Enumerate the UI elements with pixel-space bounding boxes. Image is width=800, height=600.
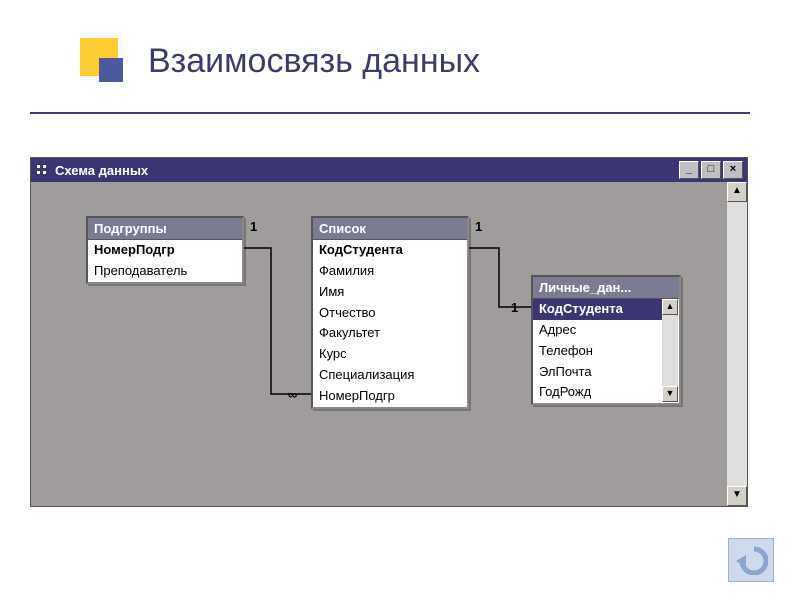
- window-titlebar[interactable]: Схема данных _ □ ×: [31, 158, 747, 182]
- relationships-canvas[interactable]: 1 ∞ 1 1 Подгруппы НомерПодгр Преподавате…: [31, 182, 747, 506]
- back-arrow-icon: [734, 545, 768, 575]
- field-fakultet[interactable]: Факультет: [313, 323, 467, 344]
- scroll-track[interactable]: [662, 315, 678, 386]
- cardinality-label: ∞: [288, 387, 297, 402]
- field-specializaciya[interactable]: Специализация: [313, 365, 467, 386]
- title-area: Взаимосвязь данных: [0, 38, 800, 108]
- maximize-button[interactable]: □: [701, 161, 721, 179]
- field-kurs[interactable]: Курс: [313, 344, 467, 365]
- field-godrozhd[interactable]: ГодРожд: [533, 382, 662, 403]
- table-fields: НомерПодгр Преподаватель: [88, 240, 242, 282]
- field-nomerpodgr[interactable]: НомерПодгр: [88, 240, 242, 261]
- field-prepodavatel[interactable]: Преподаватель: [88, 261, 242, 282]
- back-button[interactable]: [728, 538, 774, 582]
- close-button[interactable]: ×: [723, 161, 743, 179]
- table-header[interactable]: Подгруппы: [88, 218, 242, 240]
- table-lichnye[interactable]: Личные_дан... КодСтудента Адрес Телефон …: [531, 275, 681, 405]
- title-rule: [30, 112, 750, 114]
- cardinality-label: 1: [475, 219, 482, 234]
- decor-blue-square: [99, 58, 123, 82]
- cardinality-label: 1: [250, 219, 257, 234]
- field-nomerpodgr[interactable]: НомерПодгр: [313, 386, 467, 407]
- window-controls: _ □ ×: [679, 161, 743, 179]
- scroll-up-icon[interactable]: ▲: [727, 182, 747, 202]
- scroll-down-icon[interactable]: ▼: [662, 386, 678, 402]
- window-icon: [35, 163, 49, 177]
- table-fields: КодСтудента Фамилия Имя Отчество Факульт…: [313, 240, 467, 407]
- table-fields: КодСтудента Адрес Телефон ЭлПочта ГодРож…: [533, 299, 679, 403]
- slide-title: Взаимосвязь данных: [148, 42, 480, 81]
- table-header[interactable]: Список: [313, 218, 467, 240]
- field-familiya[interactable]: Фамилия: [313, 261, 467, 282]
- slide: Взаимосвязь данных Схема данных _ □ × 1 …: [0, 0, 800, 600]
- field-otchestvo[interactable]: Отчество: [313, 303, 467, 324]
- table-podgruppy[interactable]: Подгруппы НомерПодгр Преподаватель: [86, 216, 244, 284]
- canvas-scrollbar[interactable]: ▲ ▼: [727, 182, 747, 506]
- relationships-window: Схема данных _ □ × 1 ∞ 1 1 Подгруппы: [30, 157, 748, 507]
- field-elpochta[interactable]: ЭлПочта: [533, 362, 662, 383]
- scroll-down-icon[interactable]: ▼: [727, 486, 747, 506]
- table-spisok[interactable]: Список КодСтудента Фамилия Имя Отчество …: [311, 216, 469, 409]
- table-scrollbar[interactable]: ▲ ▼: [662, 299, 678, 402]
- table-header[interactable]: Личные_дан...: [533, 277, 679, 299]
- field-kodstudenta[interactable]: КодСтудента: [313, 240, 467, 261]
- field-telefon[interactable]: Телефон: [533, 341, 662, 362]
- cardinality-label: 1: [511, 300, 518, 315]
- field-kodstudenta[interactable]: КодСтудента: [533, 299, 662, 320]
- scroll-track[interactable]: [727, 202, 747, 486]
- field-imya[interactable]: Имя: [313, 282, 467, 303]
- window-title: Схема данных: [55, 163, 148, 178]
- scroll-up-icon[interactable]: ▲: [662, 299, 678, 315]
- minimize-button[interactable]: _: [679, 161, 699, 179]
- field-adres[interactable]: Адрес: [533, 320, 662, 341]
